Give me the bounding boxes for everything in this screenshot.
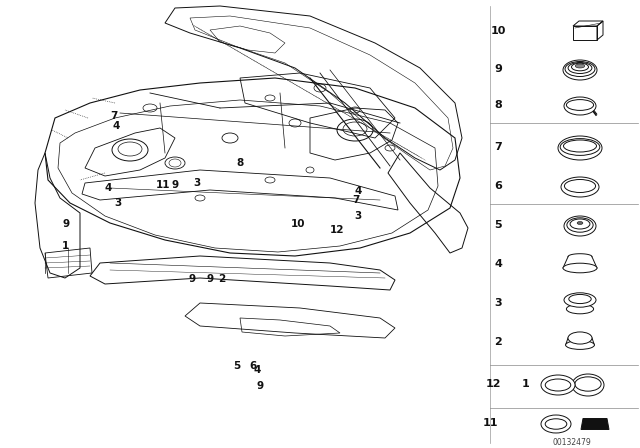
Ellipse shape bbox=[563, 263, 597, 273]
Ellipse shape bbox=[566, 304, 594, 314]
Ellipse shape bbox=[566, 340, 595, 349]
Text: 10: 10 bbox=[291, 219, 305, 229]
Ellipse shape bbox=[545, 379, 571, 391]
Text: 5: 5 bbox=[234, 361, 241, 371]
Text: 9: 9 bbox=[207, 274, 214, 284]
Text: 2: 2 bbox=[218, 274, 226, 284]
Ellipse shape bbox=[541, 415, 571, 433]
Ellipse shape bbox=[566, 99, 594, 110]
Ellipse shape bbox=[569, 294, 591, 304]
Text: 4: 4 bbox=[253, 365, 260, 375]
Ellipse shape bbox=[570, 219, 590, 229]
Text: 9: 9 bbox=[188, 274, 196, 284]
Ellipse shape bbox=[567, 218, 593, 232]
Text: 3: 3 bbox=[193, 178, 200, 188]
Ellipse shape bbox=[541, 375, 575, 395]
Ellipse shape bbox=[572, 63, 589, 71]
Polygon shape bbox=[581, 418, 609, 430]
Text: 7: 7 bbox=[110, 111, 118, 121]
Ellipse shape bbox=[558, 136, 602, 160]
Bar bbox=[490, 0, 640, 448]
Ellipse shape bbox=[564, 293, 596, 307]
Text: 7: 7 bbox=[494, 142, 502, 152]
Text: 7: 7 bbox=[352, 195, 360, 205]
Text: 11: 11 bbox=[156, 180, 170, 190]
Ellipse shape bbox=[568, 332, 592, 344]
Text: 1: 1 bbox=[522, 379, 530, 389]
Text: 9: 9 bbox=[172, 180, 179, 190]
Text: 4: 4 bbox=[494, 259, 502, 269]
Text: 3: 3 bbox=[115, 198, 122, 208]
Text: 12: 12 bbox=[485, 379, 500, 389]
Text: 8: 8 bbox=[236, 158, 244, 168]
Ellipse shape bbox=[545, 419, 567, 429]
Ellipse shape bbox=[563, 60, 597, 80]
Text: 8: 8 bbox=[494, 100, 502, 110]
Ellipse shape bbox=[572, 374, 604, 396]
Ellipse shape bbox=[564, 216, 596, 236]
Text: 9: 9 bbox=[257, 381, 264, 391]
Ellipse shape bbox=[561, 177, 599, 197]
Ellipse shape bbox=[560, 138, 600, 155]
Ellipse shape bbox=[563, 140, 596, 152]
Ellipse shape bbox=[575, 377, 601, 391]
Text: 9: 9 bbox=[63, 219, 70, 229]
Ellipse shape bbox=[565, 61, 595, 77]
Text: 00132479: 00132479 bbox=[552, 438, 591, 447]
Text: 3: 3 bbox=[355, 211, 362, 221]
Text: 4: 4 bbox=[104, 183, 112, 193]
Text: 4: 4 bbox=[112, 121, 120, 131]
Text: 12: 12 bbox=[330, 225, 344, 235]
Text: 11: 11 bbox=[483, 418, 498, 428]
Text: 1: 1 bbox=[61, 241, 68, 251]
Text: 2: 2 bbox=[494, 337, 502, 347]
Ellipse shape bbox=[568, 63, 592, 73]
Ellipse shape bbox=[564, 180, 596, 193]
Text: 3: 3 bbox=[494, 298, 502, 308]
Ellipse shape bbox=[564, 97, 596, 115]
Text: 4: 4 bbox=[355, 186, 362, 196]
Ellipse shape bbox=[577, 221, 583, 224]
Text: 6: 6 bbox=[250, 361, 257, 371]
Text: 6: 6 bbox=[494, 181, 502, 191]
Text: 5: 5 bbox=[494, 220, 502, 230]
Ellipse shape bbox=[575, 64, 585, 68]
Text: 9: 9 bbox=[494, 64, 502, 74]
Text: 10: 10 bbox=[490, 26, 506, 36]
